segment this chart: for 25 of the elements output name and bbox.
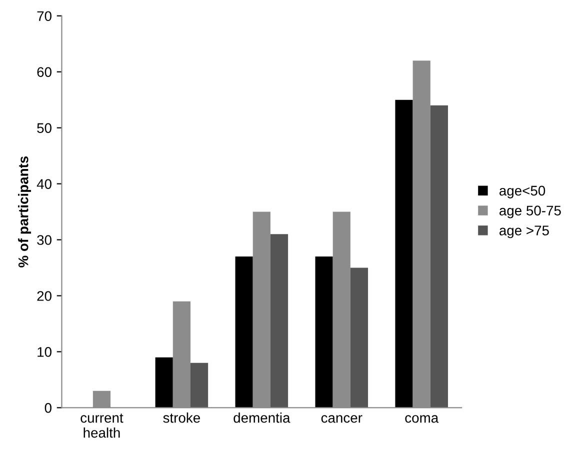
bar bbox=[395, 100, 413, 408]
x-tick-label: dementia bbox=[234, 412, 290, 423]
legend-label: age >75 bbox=[500, 226, 549, 238]
x-tick-label: stroke bbox=[163, 412, 200, 423]
y-tick-label: 30 bbox=[37, 235, 52, 245]
bar bbox=[270, 234, 288, 408]
x-tick-label: current health bbox=[80, 414, 124, 438]
y-tick-label: 10 bbox=[38, 347, 52, 357]
x-tick-label: coma bbox=[405, 415, 439, 423]
bar bbox=[315, 256, 333, 408]
bar bbox=[350, 268, 368, 408]
y-tick-label: 0 bbox=[44, 403, 52, 413]
bar bbox=[430, 105, 448, 408]
bar bbox=[155, 357, 173, 408]
y-tick-label: 70 bbox=[37, 11, 52, 22]
x-tick-label: cancer bbox=[321, 415, 362, 423]
y-tick-label: 50 bbox=[37, 123, 52, 133]
y-tick-label: 40 bbox=[36, 179, 52, 189]
y-tick-label: 20 bbox=[37, 291, 52, 301]
bar bbox=[235, 256, 253, 408]
y-axis-title: % of participants bbox=[18, 156, 32, 268]
legend-label: age 50-75 bbox=[500, 206, 561, 218]
bar bbox=[190, 362, 208, 408]
legend-label: age<50 bbox=[500, 186, 546, 198]
y-tick-label: 60 bbox=[37, 67, 52, 77]
